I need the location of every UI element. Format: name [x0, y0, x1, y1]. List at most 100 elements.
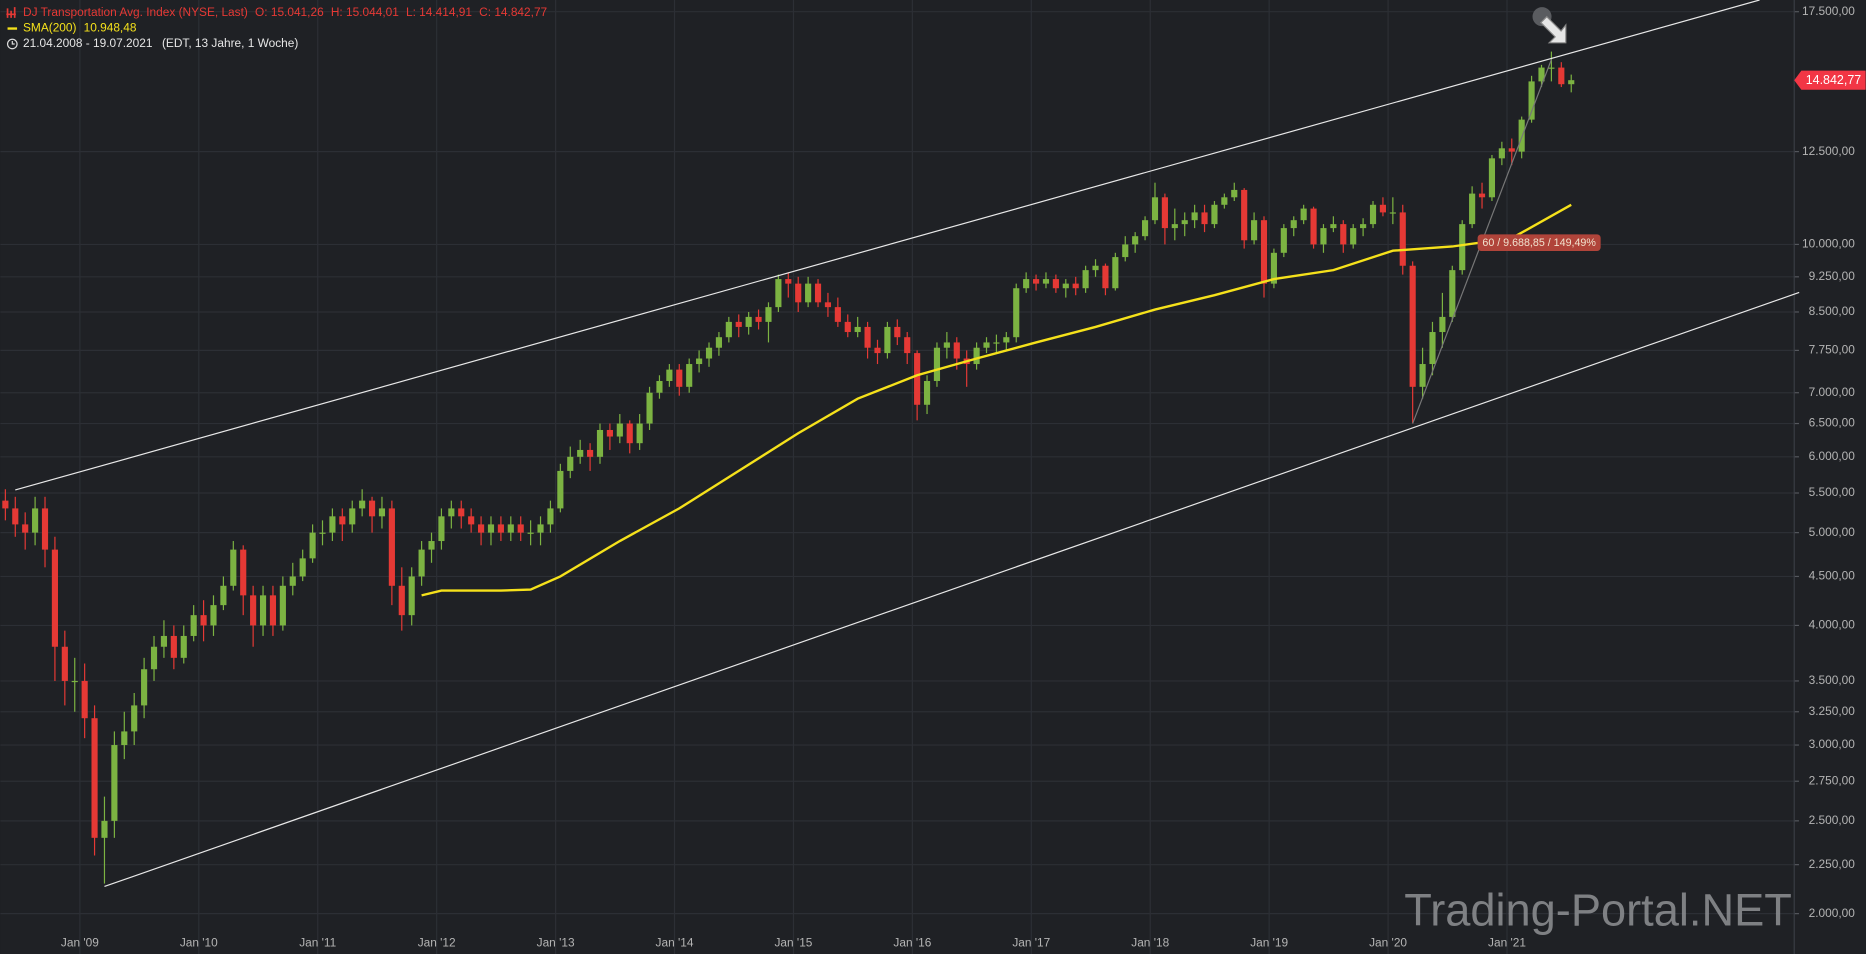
y-tick-label: 2.000,00	[1809, 906, 1856, 920]
sma-line	[421, 203, 1572, 597]
y-tick-label: 2.750,00	[1809, 773, 1856, 787]
candle-body	[805, 283, 812, 303]
candle-body	[1280, 228, 1287, 253]
candle-body	[101, 820, 108, 838]
candle-body	[755, 316, 762, 322]
candle-body	[150, 646, 158, 670]
x-tick-label: Jan '10	[180, 935, 218, 949]
candle-body	[1270, 252, 1277, 284]
candle-body	[378, 508, 386, 517]
candle-body	[1161, 197, 1168, 229]
candle-body	[1399, 212, 1406, 266]
candle-body	[775, 279, 782, 308]
clock-hand	[11, 41, 15, 45]
candle-body	[1231, 189, 1238, 198]
candle-body	[1142, 220, 1149, 237]
candle-body	[666, 369, 673, 382]
candle-body	[1449, 270, 1456, 317]
candle-body	[141, 669, 148, 706]
alert-arrow[interactable]	[1540, 15, 1567, 44]
candle-body	[1181, 220, 1188, 225]
candle-body	[418, 549, 425, 577]
candle-body	[1330, 224, 1337, 229]
y-tick-label: 5.000,00	[1809, 525, 1856, 539]
candle-body	[894, 326, 901, 338]
ohlc-label: O: 15.041,26	[255, 5, 324, 19]
y-tick-label: 7.750,00	[1809, 343, 1856, 357]
x-tick-label: Jan '19	[1250, 935, 1288, 949]
candle-body	[953, 342, 960, 359]
candle-body	[1320, 228, 1327, 245]
candle-body	[12, 508, 19, 525]
candle-body	[368, 500, 376, 517]
candle-body	[51, 549, 58, 647]
candle-body	[983, 342, 990, 348]
measure-label: 60 / 9.688,85 / 149,49%	[1482, 237, 1596, 249]
candle-body	[81, 680, 88, 719]
candle-body	[180, 635, 187, 658]
range-note: (EDT, 13 Jahre, 1 Woche)	[162, 36, 298, 50]
candle-body	[468, 516, 475, 525]
candle-body	[1369, 204, 1377, 225]
candle-body	[1052, 279, 1059, 289]
candle-body	[923, 381, 931, 405]
candle-body	[973, 347, 980, 365]
candle-body	[1260, 220, 1268, 284]
alert-marker[interactable]	[1532, 7, 1567, 44]
x-tick-label: Jan '12	[418, 935, 456, 949]
candle-body	[309, 532, 316, 559]
x-tick-label: Jan '20	[1369, 935, 1407, 949]
candle-body	[795, 283, 802, 303]
ohlc-label: L: 14.414,91	[406, 5, 472, 19]
candle-body	[1518, 119, 1525, 152]
candle-body	[1558, 67, 1565, 85]
candle-body	[91, 718, 98, 838]
candle-body	[1300, 208, 1307, 221]
candle-body	[200, 615, 207, 626]
y-tick-label: 4.000,00	[1809, 618, 1856, 632]
candle-body	[111, 745, 118, 821]
candle-body	[1221, 197, 1228, 205]
candle-body	[279, 585, 286, 626]
candle-body	[834, 307, 841, 322]
candle-body	[1568, 80, 1575, 85]
x-tick-label: Jan '17	[1012, 935, 1050, 949]
candle-body	[1290, 220, 1297, 229]
candle-body	[1042, 279, 1050, 284]
candle-body	[874, 347, 881, 354]
y-tick-label: 4.500,00	[1809, 569, 1856, 583]
candle-body	[448, 508, 455, 517]
instrument-icon	[6, 7, 16, 18]
candle-body	[428, 541, 435, 550]
trend-line	[15, 0, 1760, 491]
candle-body	[41, 508, 49, 550]
candle-body	[1538, 67, 1545, 82]
candle-body	[785, 279, 792, 284]
candle-body	[1032, 279, 1040, 284]
measure-label-bg	[1477, 234, 1601, 251]
candle-body	[121, 731, 128, 746]
candle-body	[596, 429, 604, 457]
candle-body	[339, 516, 346, 525]
candle-body	[1072, 283, 1079, 289]
x-tick-label: Jan '16	[893, 935, 931, 949]
candle-body	[359, 500, 366, 509]
candle-body	[299, 558, 306, 577]
candle-body	[547, 508, 554, 525]
candle-body	[1241, 189, 1248, 241]
candle-body	[1132, 236, 1139, 245]
candle-body	[1013, 288, 1020, 338]
candle-body	[269, 595, 277, 626]
candle-body	[844, 321, 851, 333]
candle-body	[1478, 193, 1486, 198]
x-tick-label: Jan '09	[61, 935, 99, 949]
y-tick-label: 2.500,00	[1809, 813, 1856, 827]
y-tick-label: 3.250,00	[1809, 704, 1856, 718]
candle-body	[814, 283, 822, 303]
candle-body	[1350, 228, 1357, 245]
candle-body	[458, 508, 465, 517]
date-range: 21.04.2008 - 19.07.2021 (EDT, 13 Jahre, 1…	[23, 36, 298, 50]
candle-body	[1548, 67, 1555, 69]
